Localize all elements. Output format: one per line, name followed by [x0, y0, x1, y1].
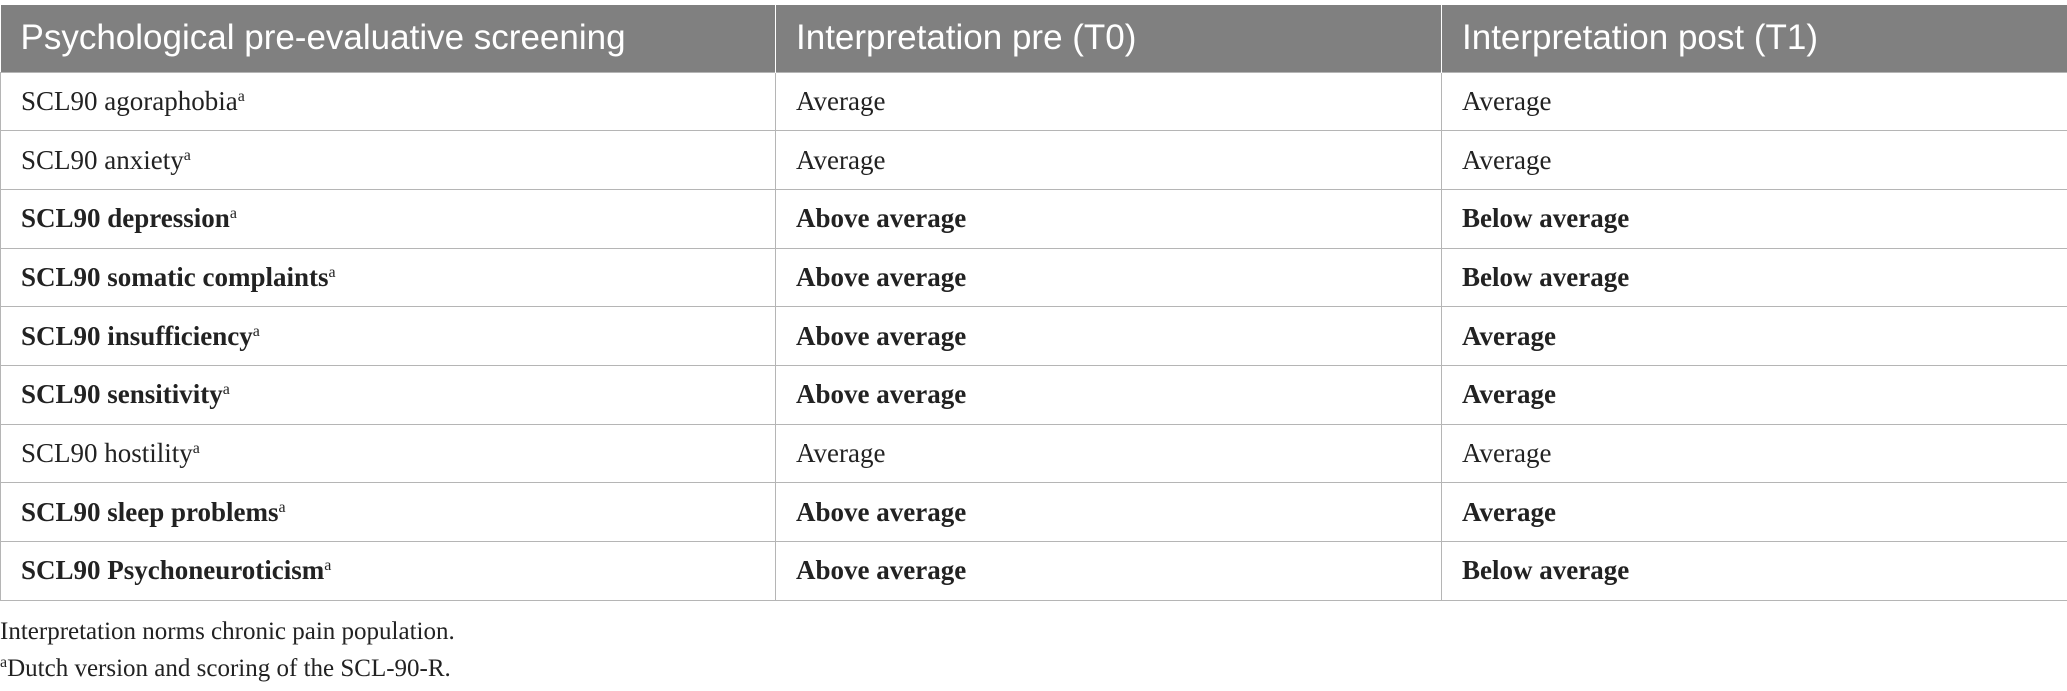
row-label: SCL90 insufficiency: [21, 320, 253, 351]
row-label-cell: SCL90 sensitivitya: [0, 364, 776, 425]
table-row: SCL90 agoraphobiaa Average Average: [0, 71, 2067, 132]
table-header: Psychological pre-evaluative screening In…: [0, 5, 2067, 72]
row-label-cell: SCL90 somatic complaintsa: [0, 247, 776, 308]
table-row: SCL90 Psychoneuroticisma Above average Bel…: [0, 541, 2067, 601]
footnote-text: Dutch version and scoring of the SCL-90-…: [7, 655, 451, 682]
footnote-marker: a: [252, 322, 260, 340]
table: Psychological pre-evaluative screening In…: [0, 5, 2067, 601]
table-row: SCL90 sleep problemsa Above average Averag…: [0, 482, 2067, 542]
post-cell: Average: [1441, 482, 2067, 542]
header-cell: Interpretation post (T1): [1441, 5, 2067, 72]
row-label: SCL90 sleep problems: [21, 496, 279, 527]
table-row: SCL90 somatic complaintsa Above average Be…: [0, 247, 2067, 308]
footnote-marker: a: [192, 439, 200, 457]
header-cell: Interpretation pre (T0): [775, 5, 1442, 72]
footnote-text: Interpretation norms chronic pain popula…: [0, 618, 455, 645]
footnote-marker: a: [229, 205, 237, 223]
row-label: SCL90 agoraphobia: [21, 85, 238, 116]
table-body: SCL90 agoraphobiaa Average Average SCL90 an…: [0, 71, 2067, 601]
row-label: SCL90 somatic complaints: [21, 261, 329, 292]
header-cell: Psychological pre-evaluative screening: [0, 5, 776, 72]
post-cell: Average: [1441, 364, 2067, 425]
row-label: SCL90 hostility: [21, 437, 193, 468]
post-cell: Average: [1441, 423, 2067, 484]
row-label: SCL90 sensitivity: [21, 379, 223, 410]
footnote-marker: a: [0, 654, 8, 671]
footnote: Interpretation norms chronic pain popula…: [0, 618, 455, 646]
header-row: Psychological pre-evaluative screening In…: [0, 5, 2067, 72]
row-label-cell: SCL90 Psychoneuroticisma: [0, 541, 776, 601]
table-row: SCL90 depressiona Above average Below aver…: [0, 188, 2067, 249]
row-label-cell: SCL90 hostilitya: [0, 423, 776, 484]
row-label-cell: SCL90 agoraphobiaa: [0, 71, 776, 132]
row-label-cell: SCL90 insufficiencya: [0, 306, 776, 366]
pre-cell: Above average: [775, 541, 1442, 601]
table-row: SCL90 sensitivitya Above average Average: [0, 364, 2067, 425]
pre-cell: Average: [775, 130, 1442, 190]
row-label: SCL90 anxiety: [21, 144, 184, 175]
pre-cell: Average: [775, 71, 1442, 132]
post-cell: Below average: [1441, 247, 2067, 308]
pre-cell: Above average: [775, 482, 1442, 542]
post-cell: Below average: [1441, 188, 2067, 249]
pre-cell: Above average: [775, 364, 1442, 425]
footnote-marker: a: [183, 146, 191, 164]
row-label: SCL90 depression: [21, 203, 230, 234]
row-label-cell: SCL90 depressiona: [0, 188, 776, 249]
pre-cell: Average: [775, 423, 1442, 484]
post-cell: Average: [1441, 71, 2067, 132]
row-label-cell: SCL90 anxietya: [0, 130, 776, 190]
pre-cell: Above average: [775, 188, 1442, 249]
table-row: SCL90 hostilitya Average Average: [0, 423, 2067, 484]
footnote-marker: a: [237, 87, 245, 105]
footnote-marker: a: [324, 557, 332, 575]
post-cell: Below average: [1441, 541, 2067, 601]
row-label-cell: SCL90 sleep problemsa: [0, 482, 776, 542]
footnote-marker: a: [222, 381, 230, 399]
table-row: SCL90 insufficiencya Above average Average: [0, 306, 2067, 366]
post-cell: Average: [1441, 306, 2067, 366]
row-label: SCL90 Psychoneuroticism: [21, 555, 325, 586]
footnote-marker: a: [278, 498, 286, 516]
footnote: aDutch version and scoring of the SCL-90…: [0, 655, 451, 683]
post-cell: Average: [1441, 130, 2067, 190]
table-row: SCL90 anxietya Average Average: [0, 130, 2067, 190]
footnote-marker: a: [328, 263, 336, 281]
pre-cell: Above average: [775, 306, 1442, 366]
pre-cell: Above average: [775, 247, 1442, 308]
